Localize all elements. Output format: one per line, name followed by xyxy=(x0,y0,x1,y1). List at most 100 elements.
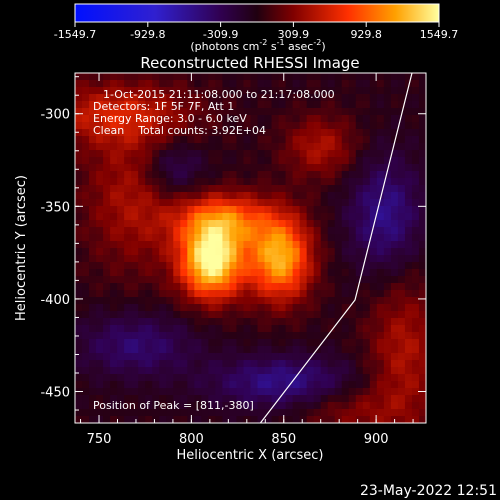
heatmap-cell xyxy=(180,290,188,298)
info-line-counts: Clean Total counts: 3.92E+04 xyxy=(93,124,266,137)
heatmap-cell xyxy=(397,122,406,130)
heatmap-cell xyxy=(306,227,315,235)
heatmap-cell xyxy=(306,241,315,249)
heatmap-cell xyxy=(117,115,125,123)
heatmap-cell xyxy=(292,185,301,193)
heatmap-cell xyxy=(285,199,294,207)
heatmap-cell xyxy=(313,234,322,242)
heatmap-cell xyxy=(271,276,279,284)
heatmap-cell xyxy=(411,227,420,235)
heatmap-cell xyxy=(201,283,209,291)
heatmap-cell xyxy=(341,220,350,228)
heatmap-cell xyxy=(341,94,350,102)
heatmap-cell xyxy=(201,227,209,235)
heatmap-cell xyxy=(236,283,244,291)
heatmap-cell xyxy=(229,101,237,109)
heatmap-cell xyxy=(96,353,104,361)
heatmap-cell xyxy=(320,101,329,109)
heatmap-cell xyxy=(117,395,125,403)
heatmap-cell xyxy=(166,241,174,249)
heatmap-cell xyxy=(250,304,258,312)
heatmap-cell xyxy=(250,115,258,123)
heatmap-cell xyxy=(187,332,195,340)
heatmap-cell xyxy=(145,297,153,305)
heatmap-cell xyxy=(152,206,160,214)
heatmap-cell xyxy=(383,220,392,228)
heatmap-cell xyxy=(397,276,406,284)
heatmap-cell xyxy=(348,360,357,368)
heatmap-cell xyxy=(222,241,230,249)
heatmap-cell xyxy=(103,136,111,144)
heatmap-cell xyxy=(278,157,286,165)
heatmap-cell xyxy=(334,150,343,158)
heatmap-cell xyxy=(208,304,216,312)
heatmap-cell xyxy=(257,276,265,284)
heatmap-cell xyxy=(411,234,420,242)
heatmap-cell xyxy=(152,87,160,95)
heatmap-cell xyxy=(89,388,97,396)
heatmap-cell xyxy=(376,178,385,186)
heatmap-cell xyxy=(418,332,426,340)
heatmap-cell xyxy=(194,318,202,326)
heatmap-cell xyxy=(159,374,167,382)
heatmap-cell xyxy=(208,94,216,102)
heatmap-cell xyxy=(292,402,301,410)
heatmap-cell xyxy=(334,325,343,333)
heatmap-cell xyxy=(103,353,111,361)
heatmap-cell xyxy=(145,304,153,312)
heatmap-cell xyxy=(390,409,399,417)
heatmap-cell xyxy=(404,150,413,158)
heatmap-cell xyxy=(222,227,230,235)
heatmap-cell xyxy=(355,325,364,333)
heatmap-cell xyxy=(145,402,153,410)
heatmap-cell xyxy=(194,94,202,102)
heatmap-cell xyxy=(159,388,167,396)
heatmap-cell xyxy=(243,185,251,193)
heatmap-cell xyxy=(110,318,118,326)
heatmap-cell xyxy=(194,206,202,214)
heatmap-cell xyxy=(306,213,315,221)
heatmap-cell xyxy=(180,234,188,242)
heatmap-cell xyxy=(117,143,125,151)
heatmap-cell xyxy=(194,241,202,249)
heatmap-cell xyxy=(208,388,216,396)
heatmap-cell xyxy=(348,227,357,235)
heatmap-cell xyxy=(103,381,111,389)
heatmap-cell xyxy=(411,381,420,389)
heatmap-cell xyxy=(243,213,251,221)
heatmap-cell xyxy=(222,94,230,102)
heatmap-cell xyxy=(292,297,301,305)
heatmap-cell xyxy=(243,283,251,291)
heatmap-cell xyxy=(355,73,364,81)
heatmap-cell xyxy=(82,185,90,193)
heatmap-cell xyxy=(411,122,420,130)
heatmap-cell xyxy=(341,353,350,361)
heatmap-cell xyxy=(131,374,139,382)
heatmap-cell xyxy=(110,101,118,109)
heatmap-cell xyxy=(383,157,392,165)
heatmap-cell xyxy=(313,199,322,207)
heatmap-cell xyxy=(159,276,167,284)
heatmap-cell xyxy=(383,262,392,270)
heatmap-cell xyxy=(243,297,251,305)
heatmap-cell xyxy=(327,374,336,382)
heatmap-cell xyxy=(159,73,167,81)
heatmap-cell xyxy=(208,234,216,242)
heatmap-cell xyxy=(110,171,118,179)
heatmap-cell xyxy=(299,395,308,403)
heatmap-cell xyxy=(327,199,336,207)
heatmap-cell xyxy=(418,353,426,361)
heatmap-cell xyxy=(75,360,83,368)
heatmap-cell xyxy=(131,248,139,256)
heatmap-cell xyxy=(229,416,237,423)
colorbar-tick-label: 929.8 xyxy=(350,28,382,41)
heatmap-cell xyxy=(418,325,426,333)
heatmap-cell xyxy=(320,318,329,326)
heatmap-cell xyxy=(355,143,364,151)
heatmap-cell xyxy=(243,108,251,116)
heatmap-cell xyxy=(348,143,357,151)
heatmap-cell xyxy=(75,269,83,277)
heatmap-cell xyxy=(215,122,223,130)
heatmap-cell xyxy=(411,353,420,361)
heatmap-cell xyxy=(285,206,294,214)
